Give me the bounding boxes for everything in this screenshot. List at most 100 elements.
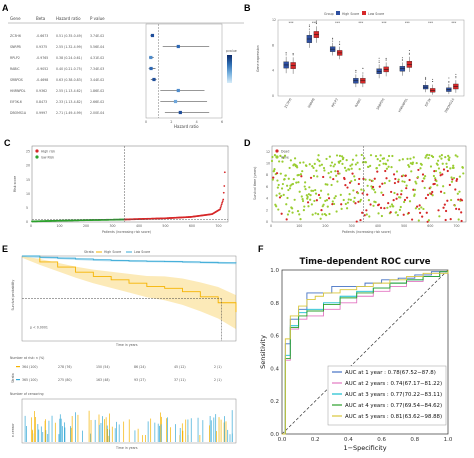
boxplot-outlier <box>355 71 357 73</box>
risk-point <box>222 198 225 201</box>
status-point <box>364 161 368 164</box>
status-point <box>412 188 415 191</box>
status-point <box>442 168 446 171</box>
status-point <box>299 173 303 176</box>
status-point <box>439 174 442 177</box>
status-point <box>408 165 411 168</box>
roc-x-tick-label: 0.4 <box>344 437 353 443</box>
risk-point <box>223 185 226 187</box>
status-point <box>395 197 398 200</box>
status-point <box>281 160 284 163</box>
status-point <box>293 198 296 201</box>
forest-point <box>149 55 153 60</box>
forest-p-value: 1.86E-02 <box>90 89 104 93</box>
status-point <box>291 207 294 210</box>
status-point <box>278 160 281 163</box>
status-point <box>319 217 322 220</box>
status-x-axis-label: Patients (increasing risk score) <box>342 230 391 234</box>
status-point <box>302 209 305 212</box>
status-point <box>342 198 345 202</box>
status-point <box>366 193 369 196</box>
status-point <box>276 179 279 182</box>
risk-x-tick-label: 100 <box>56 224 62 228</box>
risk-x-tick-label: 200 <box>83 224 89 228</box>
status-point <box>279 154 282 157</box>
status-point <box>312 189 315 192</box>
status-point <box>315 169 318 172</box>
status-point <box>327 193 330 196</box>
status-point <box>449 167 452 170</box>
roc-x-tick-label: 0.2 <box>311 437 320 443</box>
status-point <box>411 161 415 164</box>
status-point <box>434 169 438 173</box>
status-point <box>392 199 395 202</box>
forest-gene-label: ZC3H6 <box>10 34 21 38</box>
risk-x-axis-label: Patients (increasing risk score) <box>102 230 151 234</box>
status-point <box>460 219 463 223</box>
status-point <box>316 158 319 161</box>
roc-legend-entry: AUC at 3 years : 0.77(70.22−83.11) <box>345 392 442 398</box>
status-point <box>385 177 388 180</box>
boxplot-legend-title: Group <box>324 12 334 16</box>
risk-y-tick-label: 5 <box>26 206 28 210</box>
status-point <box>429 186 432 189</box>
boxplot-outlier <box>455 77 457 79</box>
status-point <box>437 159 440 162</box>
status-point <box>328 212 331 216</box>
status-point <box>351 172 354 175</box>
boxplot-legend-swatch-low <box>362 11 366 15</box>
status-point <box>307 205 310 208</box>
status-point <box>398 208 402 212</box>
status-point <box>333 197 336 200</box>
boxplot-significance: *** <box>335 21 340 25</box>
forest-point <box>173 99 178 104</box>
status-point <box>371 179 374 182</box>
status-point <box>355 220 358 223</box>
status-point <box>455 178 459 181</box>
status-point <box>387 165 390 168</box>
status-point <box>287 177 290 180</box>
risk-legend-low: low Risk <box>41 156 54 160</box>
boxplot-legend-swatch-high <box>336 11 340 15</box>
roc-x-tick-label: 0.8 <box>410 437 419 443</box>
roc-title: Time-dependent ROC curve <box>299 257 430 267</box>
status-point <box>296 166 299 169</box>
status-point <box>273 154 277 157</box>
status-x-tick-label: 700 <box>454 224 460 228</box>
boxplot-legend-low: Low Score <box>368 12 384 16</box>
status-point <box>316 175 319 178</box>
status-x-tick-label: 200 <box>322 224 328 228</box>
forest-p-value: 4.31E-02 <box>90 56 104 60</box>
status-point <box>401 158 404 161</box>
status-point <box>300 175 303 178</box>
status-point <box>270 159 274 163</box>
status-point <box>288 210 291 213</box>
status-point <box>329 176 332 179</box>
status-point <box>374 155 378 158</box>
status-point <box>304 188 307 191</box>
status-point <box>334 170 337 173</box>
boxplot-outlier <box>292 53 294 55</box>
roc-diagonal <box>281 269 449 435</box>
status-point <box>458 190 461 193</box>
boxplot-outlier <box>339 44 341 46</box>
status-point <box>405 187 408 190</box>
boxplot-outlier <box>285 54 287 56</box>
status-point <box>338 161 341 164</box>
status-point <box>309 194 312 197</box>
km-risk-high-cell: 278 (76) <box>58 365 72 369</box>
roc-y-tick-label: 1.0 <box>270 268 279 274</box>
status-point <box>379 159 382 163</box>
status-point <box>390 165 393 169</box>
forest-column-header: Gene <box>10 16 21 21</box>
status-point <box>301 198 304 201</box>
panel-label-d: D <box>244 138 251 148</box>
status-point <box>276 186 279 189</box>
status-point <box>422 207 425 211</box>
status-point <box>431 155 435 159</box>
status-point <box>312 166 315 169</box>
boxplot-category-label: RABIC <box>354 97 363 108</box>
status-point <box>283 178 286 181</box>
boxplot-y-tick-label: 4 <box>272 69 274 73</box>
status-y-axis-label: Survival time (years) <box>253 167 257 200</box>
